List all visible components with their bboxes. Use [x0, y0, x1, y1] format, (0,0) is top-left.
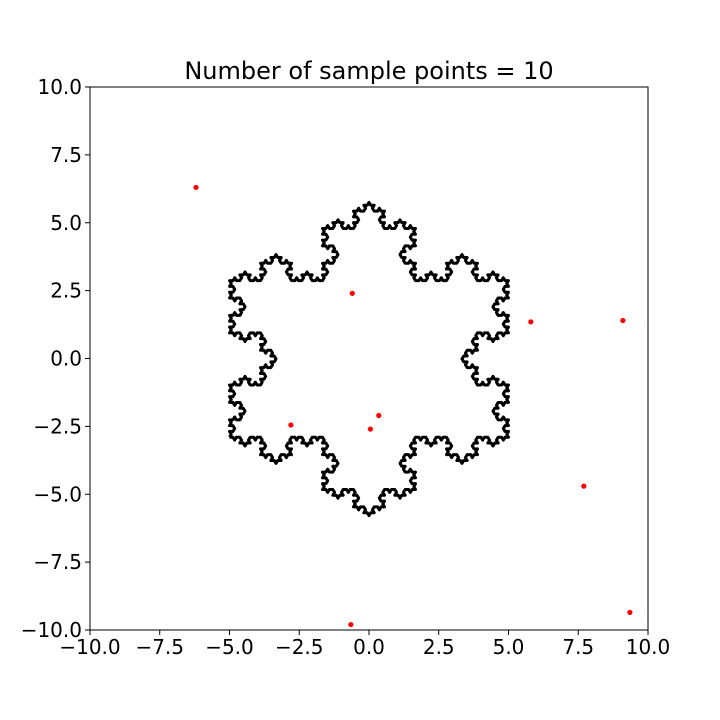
- x-tick-label: 2.5: [423, 635, 455, 659]
- y-tick-label: 2.5: [50, 279, 82, 303]
- y-tick-label: 7.5: [50, 143, 82, 167]
- sample-point: [627, 609, 633, 615]
- y-tick-label: 10.0: [37, 75, 82, 99]
- sample-point: [288, 422, 294, 428]
- koch-snowflake-curve: [228, 200, 510, 518]
- sample-point: [620, 317, 626, 324]
- axes-frame: [89, 86, 649, 631]
- y-tick-label: −10.0: [21, 618, 82, 642]
- x-tick-label: −7.5: [135, 635, 184, 659]
- sample-point: [367, 426, 373, 432]
- x-tick-label: 10.0: [626, 635, 671, 659]
- sample-point: [193, 184, 199, 191]
- y-tick-label: −5.0: [33, 482, 82, 506]
- sample-point: [376, 412, 382, 419]
- y-tick-label: −2.5: [33, 414, 82, 438]
- y-tick-label: 0.0: [50, 347, 82, 371]
- sample-point: [581, 483, 587, 489]
- x-tick-label: −2.5: [275, 635, 324, 659]
- x-tick-label: 0.0: [353, 635, 385, 659]
- y-tick-label: −7.5: [33, 550, 82, 574]
- x-axis-ticks: −10.0 −7.5 −5.0 −2.5 0.0 2.5 5.0 7.5 10.0: [59, 630, 670, 659]
- chart-title: Number of sample points = 10: [184, 57, 553, 85]
- sample-point: [349, 290, 355, 296]
- x-tick-label: 7.5: [562, 635, 594, 659]
- x-tick-label: −5.0: [205, 635, 254, 659]
- snowflake-outline: [228, 200, 510, 518]
- sample-points: [193, 184, 633, 628]
- x-tick-label: −10.0: [59, 635, 120, 659]
- sample-point: [528, 319, 534, 325]
- y-axis-ticks: 10.0 7.5 5.0 2.5 0.0 −2.5 −5.0 −7.5 −10.0: [21, 75, 90, 642]
- y-tick-label: 5.0: [50, 211, 82, 235]
- x-tick-label: 5.0: [493, 635, 525, 659]
- sample-point: [348, 621, 354, 628]
